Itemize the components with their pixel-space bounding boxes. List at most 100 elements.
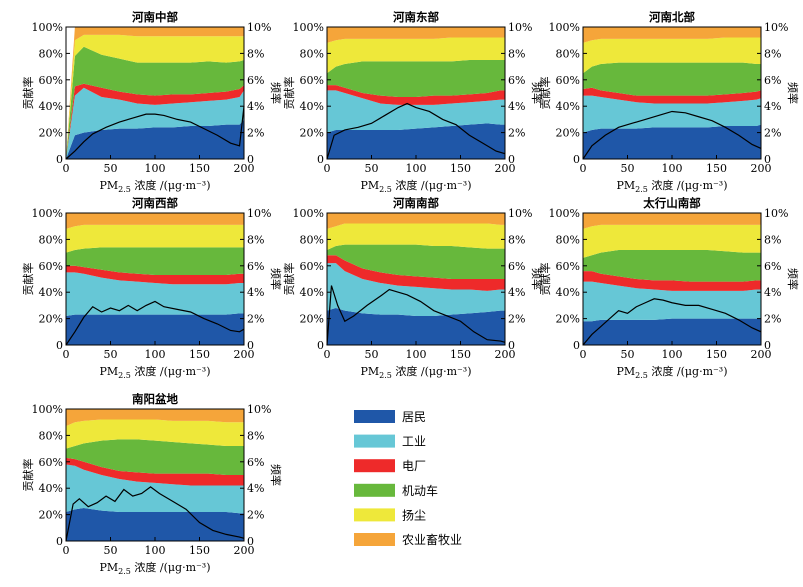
area-agriculture [66, 409, 244, 427]
left-tick-label: 20% [300, 313, 324, 326]
area-dust [66, 224, 244, 253]
left-tick-label: 40% [39, 100, 63, 113]
x-tick-label: 200 [234, 348, 255, 361]
area-dust [66, 419, 244, 449]
left-tick-label: 60% [39, 74, 63, 87]
x-tick-label: 100 [662, 348, 683, 361]
x-axis-label-sub: 2.5 [118, 567, 131, 576]
x-axis-label: PM2.5 浓度 /(μg·m⁻³) [99, 560, 210, 576]
y-axis-label-right: 频率 [269, 268, 283, 290]
x-axis-label-sub: 2.5 [118, 371, 131, 380]
right-tick-label: 6% [247, 456, 264, 469]
right-tick-label: 4% [247, 286, 264, 299]
x-tick-label: 150 [189, 348, 210, 361]
legend-label-industry: 工业 [402, 435, 426, 449]
right-tick-label: 4% [764, 286, 781, 299]
right-tick-label: 2% [508, 127, 525, 140]
x-axis-label-prefix: PM [99, 561, 118, 574]
legend-swatch-residential [354, 410, 395, 423]
x-tick-label: 50 [621, 348, 635, 361]
area-dust [327, 37, 505, 74]
right-tick-label: 10% [247, 403, 271, 416]
left-tick-label: 100% [293, 21, 324, 34]
x-tick-label: 150 [189, 162, 210, 175]
y-axis-label-left: 贡献率 [282, 77, 296, 110]
left-tick-label: 20% [556, 127, 580, 140]
right-tick-label: 10% [508, 207, 532, 220]
area-dust [583, 224, 761, 258]
x-tick-label: 200 [234, 162, 255, 175]
left-tick-label: 40% [39, 286, 63, 299]
x-axis-label-sub: 2.5 [379, 371, 392, 380]
area-industry [66, 464, 244, 514]
x-axis-label-prefix: PM [616, 365, 635, 378]
area-residential [66, 313, 244, 345]
area-agriculture [583, 27, 761, 43]
left-tick-label: 80% [39, 429, 63, 442]
right-tick-label: 4% [764, 100, 781, 113]
area-agriculture [327, 213, 505, 229]
y-axis-label-left: 贡献率 [282, 263, 296, 296]
right-tick-label: 2% [247, 127, 264, 140]
legend-swatch-dust [354, 508, 395, 522]
y-axis-label-left: 贡献率 [21, 459, 35, 492]
right-tick-label: 4% [247, 482, 264, 495]
left-tick-label: 40% [556, 100, 580, 113]
area-agriculture [583, 213, 761, 229]
legend-label-power-plant: 电厂 [402, 459, 426, 473]
x-tick-label: 200 [751, 348, 772, 361]
x-tick-label: 100 [406, 348, 427, 361]
y-axis-label-right: 频率 [530, 82, 544, 104]
frequency-line [65, 300, 245, 346]
right-tick-label: 10% [764, 207, 788, 220]
left-tick-label: 100% [549, 21, 580, 34]
right-tick-label: 0 [247, 339, 254, 352]
left-tick-label: 20% [556, 313, 580, 326]
x-tick-label: 100 [145, 544, 166, 557]
left-tick-label: 0 [317, 339, 324, 352]
x-tick-label: 200 [495, 162, 516, 175]
left-tick-label: 40% [300, 286, 324, 299]
panel-title: 太行山南部 [642, 196, 701, 210]
left-tick-label: 20% [300, 127, 324, 140]
right-tick-label: 2% [764, 127, 781, 140]
left-tick-label: 0 [573, 153, 580, 166]
right-tick-label: 10% [247, 207, 271, 220]
left-tick-label: 60% [556, 260, 580, 273]
x-tick-label: 50 [104, 544, 118, 557]
left-tick-label: 20% [39, 509, 63, 522]
x-tick-label: 0 [580, 162, 587, 175]
x-tick-label: 50 [104, 348, 118, 361]
left-tick-label: 40% [300, 100, 324, 113]
x-tick-label: 0 [580, 348, 587, 361]
panel-title: 河南西部 [132, 196, 178, 210]
right-tick-label: 10% [764, 21, 788, 34]
y-axis-label-left: 贡献率 [538, 263, 552, 296]
left-tick-label: 0 [56, 153, 63, 166]
area-vehicle [327, 244, 505, 279]
area-vehicle [583, 249, 761, 282]
left-tick-label: 0 [317, 153, 324, 166]
legend-label-agriculture: 农业畜牧业 [402, 532, 462, 547]
right-tick-label: 8% [247, 429, 264, 442]
chart-panel-1: 0 20% 40% 60% 80% 100% 0 2% 4% 6% 8% 10% 0 50 100 150 20… [21, 10, 283, 194]
x-tick-label: 50 [104, 162, 118, 175]
left-tick-label: 60% [39, 260, 63, 273]
left-tick-label: 100% [32, 403, 63, 416]
x-tick-label: 200 [751, 162, 772, 175]
area-dust [327, 223, 505, 250]
right-tick-label: 4% [247, 100, 264, 113]
x-tick-label: 150 [450, 162, 471, 175]
left-tick-label: 60% [300, 260, 324, 273]
area-agriculture [327, 27, 505, 43]
left-tick-label: 0 [573, 339, 580, 352]
frequency-line [326, 102, 506, 160]
left-tick-label: 80% [300, 47, 324, 60]
right-tick-label: 8% [247, 47, 264, 60]
right-tick-label: 6% [508, 74, 525, 87]
x-tick-label: 100 [145, 162, 166, 175]
area-power-plant [66, 83, 244, 159]
x-tick-label: 0 [63, 348, 70, 361]
